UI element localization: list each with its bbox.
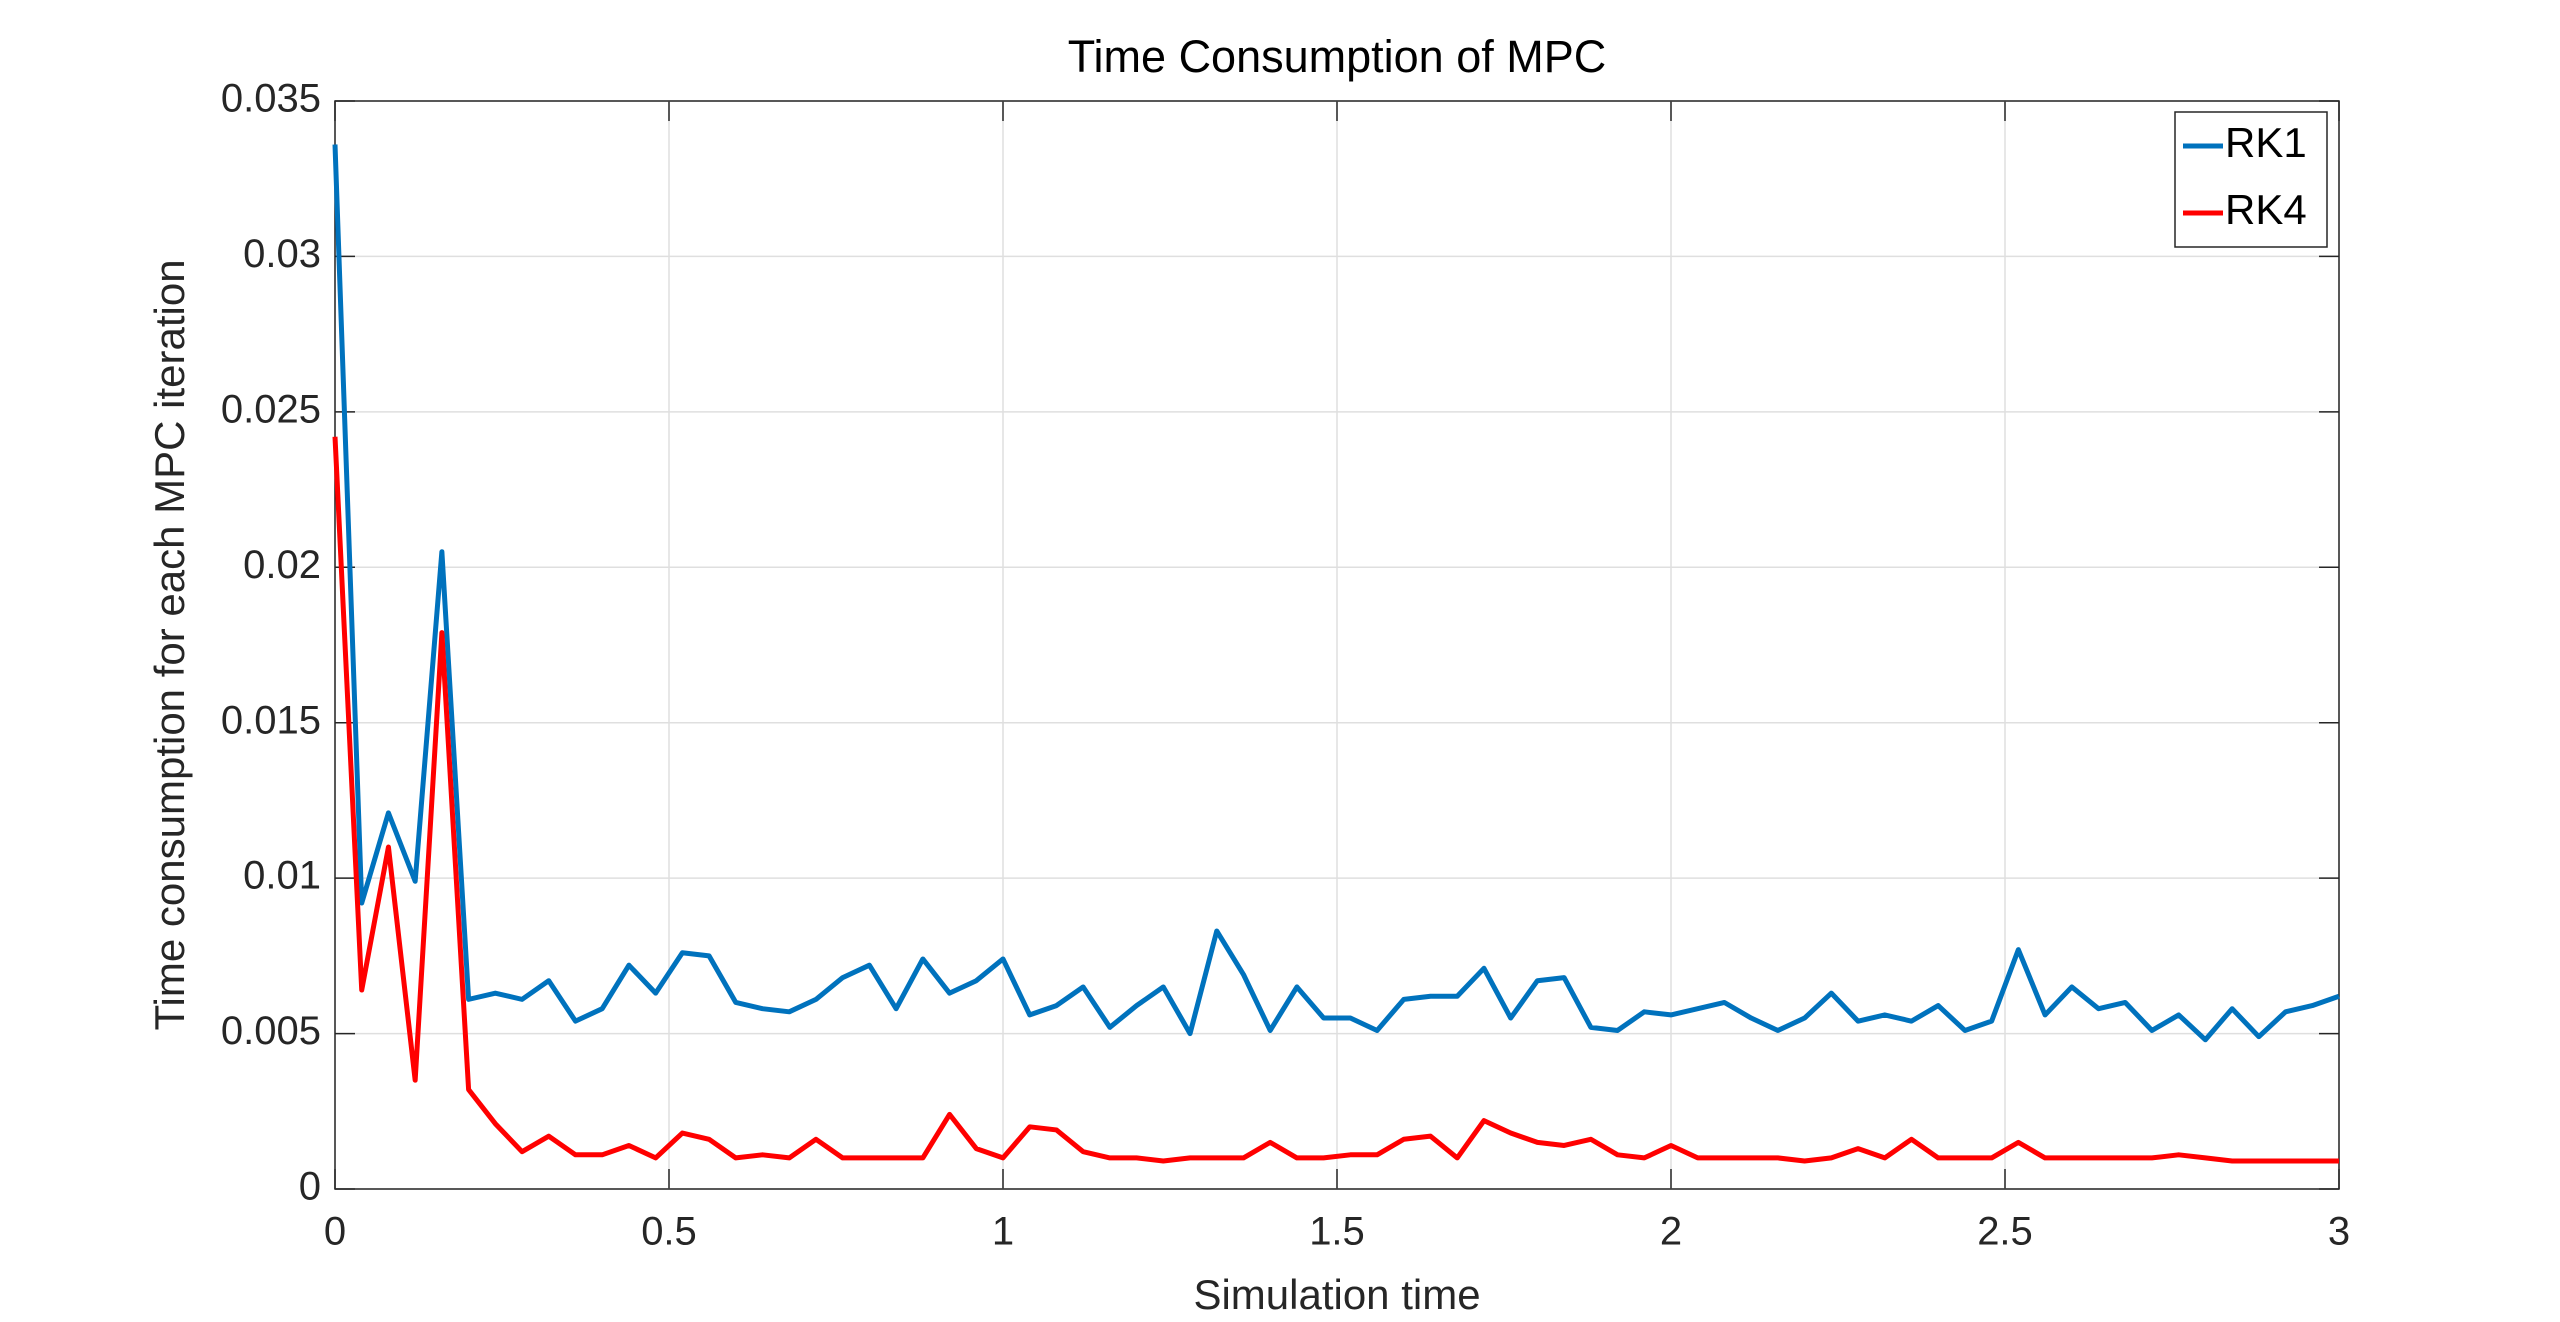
plot-frame [334, 100, 2340, 1190]
x-tick-label: 3 [2328, 1210, 2350, 1254]
y-tick-label: 0.03 [243, 232, 321, 276]
data-line [332, 436, 2339, 1164]
y-tick-label: 0 [299, 1165, 321, 1209]
y-tick-label: 0.01 [243, 854, 321, 898]
y-tick-label: 0.005 [221, 1009, 321, 1053]
legend-box [2174, 111, 2328, 248]
x-tick-label: 0 [324, 1210, 346, 1254]
x-tick-label: 2 [1660, 1210, 1682, 1254]
y-tick-label: 0.025 [221, 387, 321, 431]
x-tick-label: 1.5 [1309, 1210, 1365, 1254]
data-line [332, 144, 2340, 1043]
x-tick-label: 2.5 [1977, 1210, 2033, 1254]
x-tick-label: 0.5 [641, 1210, 697, 1254]
legend-label: RK1 [2225, 119, 2307, 166]
legend-label: RK4 [2225, 186, 2307, 233]
chart-title: Time Consumption of MPC [1068, 31, 1607, 82]
x-axis-label: Simulation time [1193, 1271, 1480, 1318]
y-tick-label: 0.035 [221, 77, 321, 121]
y-axis-label: Time consumption for each MPC iteration [146, 259, 193, 1030]
x-tick-label: 1 [992, 1210, 1014, 1254]
y-tick-label: 0.015 [221, 698, 321, 742]
y-tick-label: 0.02 [243, 543, 321, 587]
